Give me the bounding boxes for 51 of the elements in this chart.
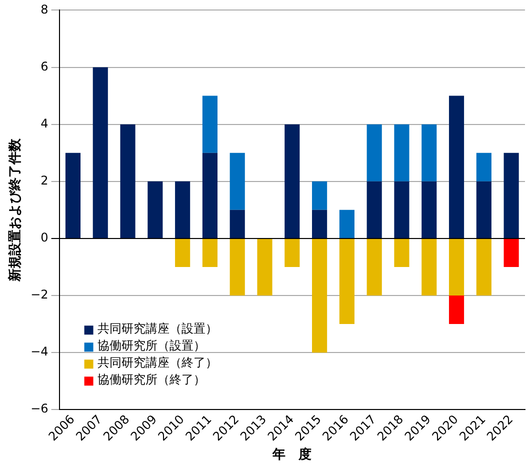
bar: [92, 67, 108, 238]
bar: [394, 124, 410, 182]
bar: [504, 238, 519, 267]
bar: [476, 238, 492, 296]
bar: [175, 181, 190, 238]
bar: [448, 296, 464, 324]
bar: [312, 181, 328, 210]
bar: [257, 238, 272, 296]
bar: [230, 238, 245, 296]
bar: [394, 238, 410, 267]
bar: [230, 210, 245, 238]
bar: [175, 238, 190, 267]
y-tick-label: −2: [30, 288, 48, 302]
bar: [230, 152, 245, 210]
bar: [422, 238, 437, 296]
bar: [148, 181, 163, 238]
y-tick-label: 0: [40, 230, 48, 245]
bar: [312, 210, 328, 238]
bar: [476, 152, 492, 182]
y-axis-title: 新規設置および終了件数: [7, 137, 24, 282]
y-tick-label: 4: [40, 116, 48, 130]
y-tick-label: 6: [40, 59, 48, 74]
bar: [448, 238, 464, 296]
bar: [339, 210, 354, 238]
y-tick-label: 2: [40, 174, 48, 188]
bar: [202, 96, 218, 153]
bar: [339, 238, 354, 324]
bar: [476, 181, 492, 238]
legend-label: 協働研究所（終了）: [97, 372, 206, 387]
bar: [504, 152, 519, 238]
bar: [366, 238, 382, 296]
bar: [312, 238, 328, 353]
bar: [65, 152, 81, 238]
bar: [448, 96, 464, 238]
y-tick-label: −4: [30, 344, 48, 359]
bar: [366, 124, 382, 182]
bar: [422, 181, 437, 238]
bar: [394, 181, 410, 238]
bar: [202, 152, 218, 238]
bar: [120, 124, 136, 238]
bar: [366, 181, 382, 238]
y-tick-label: −6: [30, 402, 48, 416]
bar: [202, 238, 218, 267]
legend-label: 共同研究講座（終了）: [97, 356, 218, 370]
legend-label: 共同研究講座（設置）: [97, 322, 218, 336]
bar: [284, 124, 300, 238]
x-axis-title: 年 度: [272, 446, 312, 463]
y-tick-label: 8: [40, 2, 48, 16]
legend-label: 協働研究所（設置）: [97, 338, 206, 353]
bar: [284, 238, 300, 267]
bar: [422, 124, 437, 182]
